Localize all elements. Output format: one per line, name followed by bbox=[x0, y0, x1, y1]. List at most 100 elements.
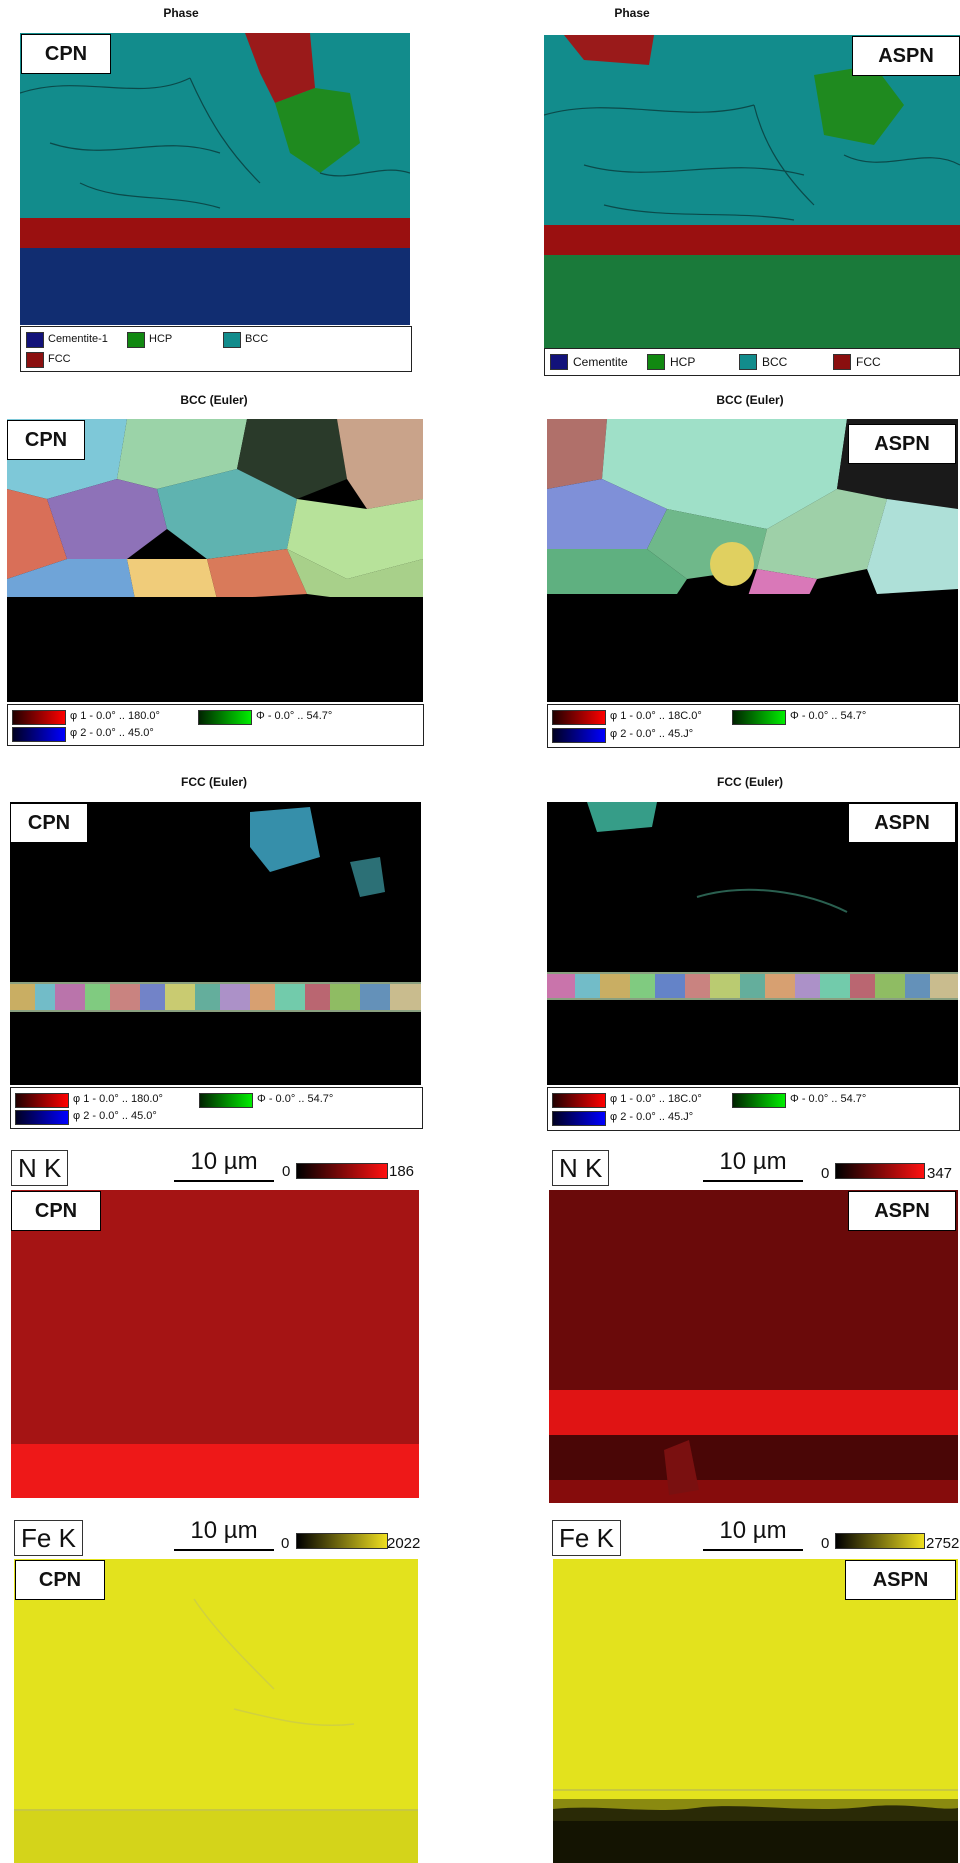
euler-label-Phi: Φ - 0.0° .. 54.7° bbox=[790, 710, 867, 722]
fek-map-aspn bbox=[553, 1559, 958, 1863]
colorbar-fek-left bbox=[296, 1533, 388, 1549]
euler-label-phi2: φ 2 - 0.0° .. 45.0° bbox=[73, 1110, 157, 1122]
euler-legend-fcc-aspn: φ 1 - 0.0° .. 18C.0° Φ - 0.0° .. 54.7° φ… bbox=[547, 1087, 960, 1131]
phase-legend-aspn: Cementite HCP BCC FCC bbox=[544, 348, 960, 376]
element-label-nk-right: N K bbox=[552, 1150, 610, 1186]
bcc-title-right: BCC (Euler) bbox=[716, 393, 784, 407]
euler-legend-fcc-cpn: φ 1 - 0.0° .. 180.0° Φ - 0.0° .. 54.7° φ… bbox=[10, 1087, 423, 1129]
euler-label-Phi: Φ - 0.0° .. 54.7° bbox=[257, 1093, 334, 1105]
scale-bar-fek-right: 10 µm bbox=[703, 1517, 803, 1551]
scale-line bbox=[703, 1549, 803, 1551]
sample-tag-cpn-fek: CPN bbox=[15, 1560, 105, 1600]
euler-swatch-Phi bbox=[732, 1093, 786, 1108]
euler-label-phi1: φ 1 - 0.0° .. 18C.0° bbox=[610, 1093, 702, 1105]
legend-label-fcc: FCC bbox=[48, 353, 71, 365]
euler-swatch-phi1 bbox=[552, 710, 606, 725]
element-label-nk-left: N K bbox=[11, 1150, 69, 1186]
phase-map-aspn bbox=[544, 35, 960, 348]
legend-label-cementite: Cementite bbox=[573, 355, 628, 369]
bcc-euler-map-aspn bbox=[547, 419, 958, 702]
scale-bar-fek-left: 10 µm bbox=[174, 1517, 274, 1551]
scale-label: 10 µm bbox=[190, 1517, 258, 1544]
euler-legend-bcc-cpn: φ 1 - 0.0° .. 180.0° Φ - 0.0° .. 54.7° φ… bbox=[7, 704, 424, 746]
legend-swatch-hcp bbox=[647, 354, 665, 370]
sample-tag-cpn-fcc: CPN bbox=[10, 803, 88, 843]
colorbar-min-fek-right: 0 bbox=[821, 1535, 830, 1552]
euler-swatch-Phi bbox=[199, 1093, 253, 1108]
colorbar-max-fek-left: 2022 bbox=[387, 1535, 421, 1552]
legend-label-cementite: Cementite-1 bbox=[48, 333, 108, 345]
fcc-euler-map-aspn bbox=[547, 802, 958, 1085]
bcc-euler-map-cpn bbox=[7, 419, 423, 702]
scale-bar-nk-left: 10 µm bbox=[174, 1148, 274, 1182]
colorbar-min-nk-right: 0 bbox=[821, 1165, 830, 1182]
fcc-title-right: FCC (Euler) bbox=[717, 775, 783, 789]
colorbar-fek-right bbox=[835, 1533, 925, 1549]
legend-label-fcc: FCC bbox=[856, 355, 881, 369]
legend-swatch-cementite bbox=[26, 332, 44, 348]
euler-swatch-phi2 bbox=[552, 1111, 606, 1126]
legend-swatch-hcp bbox=[127, 332, 145, 348]
fek-map-cpn bbox=[14, 1559, 418, 1863]
colorbar-min-nk-left: 0 bbox=[282, 1163, 291, 1180]
scale-line bbox=[703, 1180, 803, 1182]
sample-tag-aspn-nk: ASPN bbox=[848, 1191, 956, 1231]
euler-label-Phi: Φ - 0.0° .. 54.7° bbox=[790, 1093, 867, 1105]
colorbar-max-nk-right: 347 bbox=[927, 1165, 953, 1182]
euler-swatch-phi1 bbox=[15, 1093, 69, 1108]
legend-label-bcc: BCC bbox=[245, 333, 269, 345]
euler-swatch-Phi bbox=[732, 710, 786, 725]
nk-map-aspn bbox=[549, 1190, 958, 1503]
euler-label-phi2: φ 2 - 0.0° .. 45.0° bbox=[70, 727, 154, 739]
sample-tag-aspn-bcc: ASPN bbox=[848, 424, 956, 464]
bcc-title-left: BCC (Euler) bbox=[180, 393, 248, 407]
scale-label: 10 µm bbox=[719, 1148, 787, 1175]
sample-tag-cpn-phase: CPN bbox=[21, 34, 111, 74]
nk-map-cpn bbox=[11, 1190, 419, 1498]
colorbar-max-nk-left: 186 bbox=[389, 1163, 415, 1180]
scale-label: 10 µm bbox=[719, 1517, 787, 1544]
sample-tag-aspn-phase: ASPN bbox=[852, 36, 960, 76]
scale-line bbox=[174, 1180, 274, 1182]
colorbar-min-fek-left: 0 bbox=[281, 1535, 290, 1552]
phase-title-left: Phase bbox=[163, 6, 199, 20]
euler-legend-bcc-aspn: φ 1 - 0.0° .. 18C.0° Φ - 0.0° .. 54.7° φ… bbox=[547, 704, 960, 748]
scale-label: 10 µm bbox=[190, 1148, 258, 1175]
euler-swatch-phi2 bbox=[15, 1110, 69, 1125]
euler-label-phi2: φ 2 - 0.0° .. 45.J° bbox=[610, 728, 694, 740]
euler-swatch-phi2 bbox=[12, 727, 66, 742]
legend-swatch-fcc bbox=[833, 354, 851, 370]
phase-legend-cpn: Cementite-1 HCP BCC FCC bbox=[20, 326, 412, 372]
colorbar-max-fek-right: 2752 bbox=[926, 1535, 960, 1552]
sample-tag-aspn-fcc: ASPN bbox=[848, 803, 956, 843]
legend-label-hcp: HCP bbox=[670, 355, 696, 369]
scale-line bbox=[174, 1549, 274, 1551]
scale-bar-nk-right: 10 µm bbox=[703, 1148, 803, 1182]
legend-label-bcc: BCC bbox=[762, 355, 788, 369]
euler-label-phi2: φ 2 - 0.0° .. 45.J° bbox=[610, 1111, 694, 1123]
legend-label-hcp: HCP bbox=[149, 333, 173, 345]
euler-swatch-phi1 bbox=[552, 1093, 606, 1108]
colorbar-nk-left bbox=[296, 1163, 388, 1179]
euler-swatch-phi1 bbox=[12, 710, 66, 725]
element-label-fek-right: Fe K bbox=[552, 1520, 621, 1556]
euler-swatch-Phi bbox=[198, 710, 252, 725]
legend-swatch-cementite bbox=[550, 354, 568, 370]
legend-swatch-fcc bbox=[26, 352, 44, 368]
phase-title-right: Phase bbox=[614, 6, 650, 20]
fcc-euler-map-cpn bbox=[10, 802, 421, 1085]
sample-tag-aspn-fek: ASPN bbox=[845, 1560, 956, 1600]
euler-label-phi1: φ 1 - 0.0° .. 180.0° bbox=[73, 1093, 163, 1105]
fcc-title-left: FCC (Euler) bbox=[181, 775, 247, 789]
euler-label-phi1: φ 1 - 0.0° .. 180.0° bbox=[70, 710, 160, 722]
element-label-fek-left: Fe K bbox=[14, 1520, 83, 1556]
euler-label-Phi: Φ - 0.0° .. 54.7° bbox=[256, 710, 333, 722]
phase-map-cpn bbox=[20, 33, 410, 325]
euler-swatch-phi2 bbox=[552, 728, 606, 743]
colorbar-nk-right bbox=[835, 1163, 925, 1179]
legend-swatch-bcc bbox=[223, 332, 241, 348]
sample-tag-cpn-nk: CPN bbox=[11, 1191, 101, 1231]
euler-label-phi1: φ 1 - 0.0° .. 18C.0° bbox=[610, 710, 702, 722]
sample-tag-cpn-bcc: CPN bbox=[7, 420, 85, 460]
legend-swatch-bcc bbox=[739, 354, 757, 370]
